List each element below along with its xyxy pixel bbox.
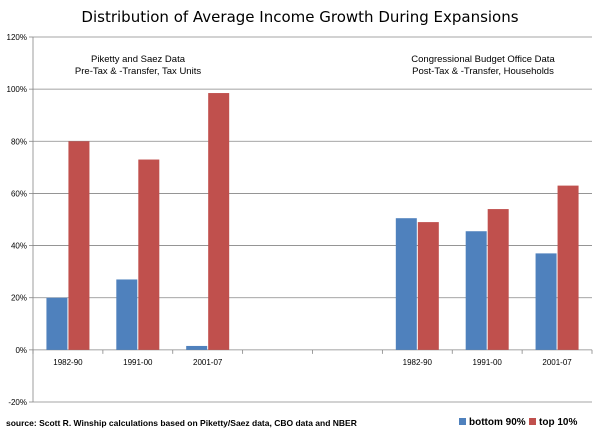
bar-top-10	[138, 159, 160, 350]
bar-top-10	[487, 209, 509, 350]
bar-top-10	[68, 141, 90, 350]
annotation-line: Congressional Budget Office Data	[411, 54, 555, 65]
y-tick-label: 0%	[15, 346, 27, 355]
bars-layer	[46, 93, 579, 350]
bar-bottom-90	[186, 345, 208, 350]
annotation-line: Post-Tax & -Transfer, Households	[412, 66, 554, 77]
y-tick-label: -20%	[8, 398, 27, 407]
x-tick-label: 1991-00	[473, 358, 503, 367]
x-tick-label: 1982-90	[403, 358, 433, 367]
legend-label: bottom 90%	[469, 417, 526, 428]
x-tick-label: 1982-90	[53, 358, 83, 367]
y-tick-label: 80%	[11, 137, 27, 146]
bar-bottom-90	[535, 253, 557, 350]
legend: bottom 90% top 10%	[459, 417, 577, 428]
x-tick-label: 2001-07	[193, 358, 223, 367]
x-tick-label: 1991-00	[123, 358, 153, 367]
bar-bottom-90	[116, 279, 138, 350]
annotation-line: Piketty and Saez Data	[91, 54, 186, 65]
chart-title: Distribution of Average Income Growth Du…	[81, 8, 518, 26]
legend-swatch-bottom-90	[459, 418, 466, 425]
bar-bottom-90	[395, 218, 417, 350]
annotation-line: Pre-Tax & -Transfer, Tax Units	[75, 66, 201, 77]
axis-layer: -20% 0% 20% 40% 60% 80% 100% 120% 1982-90 1991-00…	[7, 33, 593, 407]
legend-swatch-top-10	[529, 418, 536, 425]
bar-bottom-90	[46, 297, 68, 350]
legend-label: top 10%	[539, 417, 577, 428]
y-tick-label: 100%	[7, 85, 27, 94]
bar-top-10	[417, 222, 439, 350]
bar-bottom-90	[465, 231, 487, 350]
y-tick-label: 60%	[11, 189, 27, 198]
y-tick-label: 20%	[11, 294, 27, 303]
bar-top-10	[208, 93, 230, 350]
y-tick-label: 120%	[7, 33, 27, 42]
bar-top-10	[557, 185, 579, 350]
x-tick-label: 2001-07	[542, 358, 572, 367]
source-note: source: Scott R. Winship calculations ba…	[6, 418, 357, 428]
y-tick-label: 40%	[11, 242, 27, 251]
